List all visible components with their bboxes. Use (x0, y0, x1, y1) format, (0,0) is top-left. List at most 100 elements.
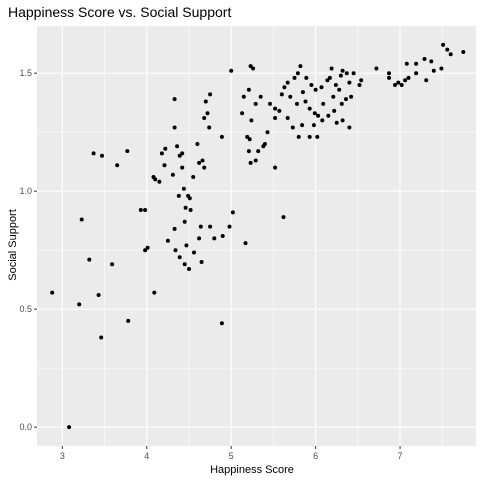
data-point (175, 144, 180, 149)
data-point (387, 75, 391, 80)
data-point (191, 175, 196, 179)
data-point (258, 94, 263, 99)
data-point (387, 71, 391, 76)
data-point (396, 80, 401, 85)
data-point (316, 113, 321, 118)
data-point (429, 59, 434, 64)
data-point (99, 335, 104, 340)
data-point (296, 134, 301, 139)
data-point (157, 179, 162, 184)
data-point (241, 94, 246, 99)
data-point (338, 73, 343, 78)
data-point (79, 217, 84, 222)
data-point (339, 101, 344, 106)
data-point (374, 66, 379, 71)
data-point (172, 226, 177, 231)
data-point (253, 158, 258, 163)
data-point (344, 71, 349, 76)
data-point (327, 75, 332, 80)
data-point (249, 118, 254, 123)
data-point (262, 142, 267, 146)
data-point (180, 151, 185, 156)
data-point (165, 238, 170, 243)
data-point (220, 234, 225, 238)
data-point (298, 64, 303, 69)
data-point (184, 243, 189, 248)
data-point (229, 68, 234, 73)
data-point (219, 321, 224, 326)
data-point (359, 78, 364, 83)
data-point (281, 215, 286, 220)
data-point (288, 94, 293, 99)
data-point (115, 163, 120, 168)
data-point (399, 83, 404, 87)
data-point (290, 125, 295, 130)
data-point (448, 52, 453, 57)
data-point (340, 118, 345, 123)
data-point (319, 85, 324, 90)
data-point (300, 123, 305, 128)
data-point (347, 125, 352, 130)
data-point (309, 83, 314, 87)
data-points (50, 42, 466, 430)
data-point (173, 248, 178, 253)
data-point (441, 42, 446, 47)
data-point (143, 208, 148, 212)
data-point (110, 262, 115, 267)
data-point (307, 106, 312, 111)
data-point (307, 134, 312, 139)
data-point (212, 236, 217, 241)
data-point (256, 149, 261, 154)
data-point (303, 99, 308, 104)
data-point (145, 245, 150, 250)
data-point (195, 142, 200, 146)
data-point (199, 260, 204, 264)
data-point (424, 78, 429, 83)
data-point (207, 125, 212, 130)
data-point (188, 208, 193, 212)
data-point (325, 78, 330, 83)
x-tick-label: 4 (144, 451, 149, 461)
data-point (203, 99, 208, 104)
data-point (349, 94, 354, 99)
data-point (186, 193, 191, 198)
data-point (333, 83, 338, 87)
data-point (414, 71, 419, 76)
data-point (292, 75, 297, 80)
data-point (246, 149, 251, 154)
data-point (393, 83, 397, 87)
data-point (344, 97, 348, 102)
y-tick-label: 0.5 (19, 304, 32, 314)
data-point (126, 318, 131, 323)
data-point (340, 68, 345, 73)
data-point (183, 205, 188, 210)
y-axis-ticks: 0.0 0.5 1.0 1.5 (19, 68, 37, 432)
data-point (152, 290, 157, 295)
data-point (248, 64, 253, 69)
data-point (187, 267, 191, 271)
data-point (172, 125, 177, 130)
data-point (202, 165, 207, 170)
x-tick-label: 3 (60, 451, 65, 461)
data-point (87, 257, 92, 262)
data-point (273, 165, 278, 170)
data-point (180, 165, 185, 170)
data-point (202, 116, 207, 120)
data-point (198, 224, 203, 229)
data-point (329, 66, 334, 71)
data-point (77, 302, 82, 307)
data-point (181, 186, 186, 191)
data-point (230, 210, 235, 215)
chart-title: Happiness Score vs. Social Support (8, 4, 231, 20)
data-point (96, 293, 101, 297)
x-tick-label: 5 (229, 451, 234, 461)
data-point (208, 224, 213, 229)
data-point (251, 66, 256, 71)
data-point (312, 111, 317, 116)
data-point (315, 134, 320, 139)
data-point (279, 92, 284, 97)
data-point (253, 101, 258, 106)
data-point (246, 87, 251, 92)
grid-minor (37, 26, 476, 446)
data-point (100, 153, 104, 158)
